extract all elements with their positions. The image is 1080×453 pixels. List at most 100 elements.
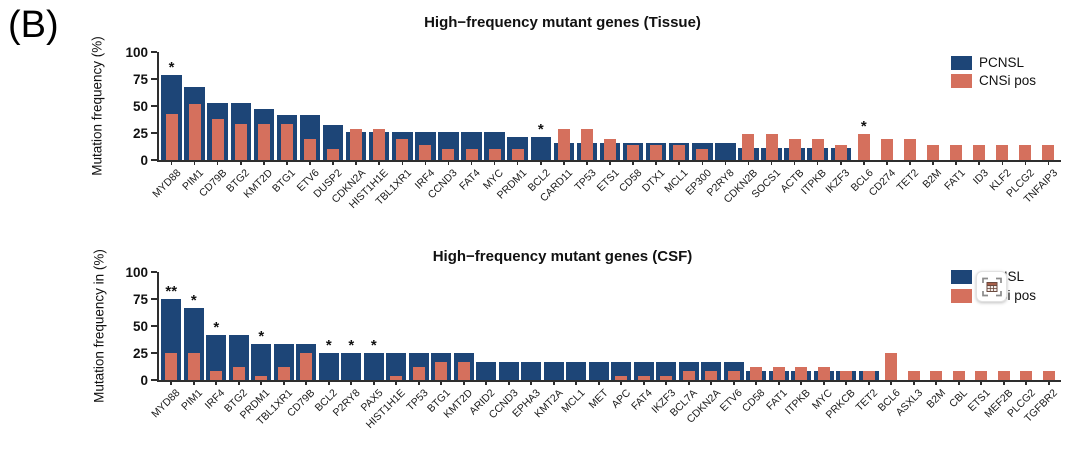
x-tick bbox=[539, 161, 542, 166]
x-tick bbox=[485, 381, 488, 386]
bar-cnsi-pos bbox=[795, 367, 808, 380]
significance-star: * bbox=[370, 337, 377, 354]
x-tick bbox=[309, 161, 311, 166]
bar-cnsi-pos bbox=[952, 371, 965, 380]
bar-cnsi-pos bbox=[682, 371, 695, 380]
x-tick bbox=[597, 381, 600, 386]
y-tick-label: 100 bbox=[125, 264, 148, 280]
bar-cnsi-pos bbox=[996, 144, 1009, 160]
significance-star: * bbox=[348, 337, 355, 354]
bar-pcnsl bbox=[543, 361, 564, 380]
bar-cnsi-pos bbox=[834, 144, 847, 160]
bar-cnsi-pos bbox=[1042, 371, 1055, 380]
gene-name: MYD88 bbox=[149, 387, 183, 421]
x-tick bbox=[372, 381, 375, 386]
bar-pcnsl bbox=[633, 361, 654, 380]
x-tick bbox=[912, 381, 915, 386]
x-tick bbox=[800, 381, 803, 386]
bar-cnsi-pos bbox=[840, 371, 853, 380]
x-tick bbox=[1025, 381, 1028, 386]
x-tick bbox=[263, 161, 265, 166]
table-capture-button[interactable] bbox=[976, 271, 1007, 302]
x-tick bbox=[609, 161, 611, 166]
bar-cnsi-pos bbox=[742, 134, 755, 160]
x-tick bbox=[710, 381, 713, 386]
bar-cnsi-pos bbox=[435, 361, 448, 380]
x-tick bbox=[665, 381, 668, 386]
x-tick bbox=[1047, 161, 1050, 166]
bar-pcnsl bbox=[363, 353, 384, 380]
x-tick bbox=[620, 381, 623, 386]
x-tick bbox=[440, 381, 443, 386]
bar-cnsi-pos bbox=[765, 134, 778, 160]
x-tick bbox=[845, 381, 848, 386]
x-tick bbox=[777, 381, 780, 386]
significance-star: * bbox=[258, 328, 265, 346]
bar-cnsi-pos bbox=[927, 144, 940, 160]
bar-cnsi-pos bbox=[930, 371, 943, 380]
x-tick bbox=[462, 381, 465, 386]
y-tick-label: 75 bbox=[132, 291, 148, 307]
bar-pcnsl bbox=[521, 361, 542, 380]
y-tick bbox=[151, 325, 157, 327]
significance-star: * bbox=[190, 291, 197, 309]
y-tick bbox=[151, 78, 157, 80]
x-tick bbox=[678, 161, 681, 166]
legend-swatch-cnsi-pos bbox=[951, 289, 972, 303]
x-tick bbox=[867, 381, 870, 386]
bar-cnsi-pos bbox=[580, 128, 593, 160]
bar-cnsi-pos bbox=[457, 361, 470, 380]
bar-cnsi-pos bbox=[615, 375, 628, 380]
x-tick bbox=[793, 161, 796, 166]
bar-cnsi-pos bbox=[904, 139, 916, 160]
x-tick bbox=[932, 161, 934, 166]
significance-star: * bbox=[168, 58, 175, 76]
gene-name: ETV6 bbox=[718, 387, 746, 415]
bar-cnsi-pos bbox=[885, 353, 898, 380]
bar-pcnsl bbox=[566, 361, 587, 380]
x-tick bbox=[470, 161, 473, 166]
x-tick bbox=[655, 161, 657, 166]
bar-cnsi-pos bbox=[772, 367, 785, 380]
bar-cnsi-pos bbox=[232, 367, 245, 380]
bar-cnsi-pos bbox=[788, 139, 801, 160]
x-tick bbox=[260, 381, 263, 386]
chart-title: High−frequency mutant genes (CSF) bbox=[432, 248, 693, 265]
bar-cnsi-pos bbox=[950, 144, 963, 160]
x-tick bbox=[355, 161, 357, 166]
x-tick bbox=[530, 381, 533, 386]
x-tick bbox=[447, 161, 450, 166]
bar-cnsi-pos bbox=[188, 103, 201, 160]
x-tick bbox=[586, 161, 588, 166]
y-tick bbox=[151, 159, 157, 161]
bar-cnsi-pos bbox=[488, 149, 501, 160]
bar-cnsi-pos bbox=[660, 375, 673, 380]
gene-name: MCL1 bbox=[559, 387, 588, 416]
bar-cnsi-pos bbox=[650, 144, 663, 160]
bar-cnsi-pos bbox=[557, 128, 570, 160]
bar-cnsi-pos bbox=[627, 144, 640, 160]
gene-name: APC bbox=[608, 387, 633, 411]
bar-cnsi-pos bbox=[304, 139, 316, 160]
y-tick bbox=[151, 271, 157, 273]
gene-name: MET bbox=[586, 387, 611, 412]
x-tick bbox=[755, 381, 758, 386]
x-tick bbox=[909, 161, 911, 166]
bar-pcnsl bbox=[656, 361, 677, 380]
y-axis-label: Mutation frequency in (%) bbox=[91, 249, 107, 403]
gene-name: DTX1 bbox=[640, 167, 668, 195]
bar-cnsi-pos bbox=[419, 144, 432, 160]
y-tick bbox=[151, 352, 157, 354]
bar-cnsi-pos bbox=[373, 128, 386, 160]
legend-label: PCNSL bbox=[979, 55, 1025, 70]
x-tick bbox=[216, 161, 219, 166]
bar-cnsi-pos bbox=[257, 124, 270, 160]
bar-cnsi-pos bbox=[390, 375, 403, 380]
y-axis-label: Mutation frequency (%) bbox=[89, 36, 105, 176]
bar-cnsi-pos bbox=[165, 353, 178, 380]
x-tick bbox=[552, 381, 555, 386]
x-tick bbox=[327, 381, 330, 386]
bar-cnsi-pos bbox=[211, 118, 224, 160]
bar-cnsi-pos bbox=[234, 124, 247, 160]
bar-pcnsl bbox=[476, 361, 497, 380]
